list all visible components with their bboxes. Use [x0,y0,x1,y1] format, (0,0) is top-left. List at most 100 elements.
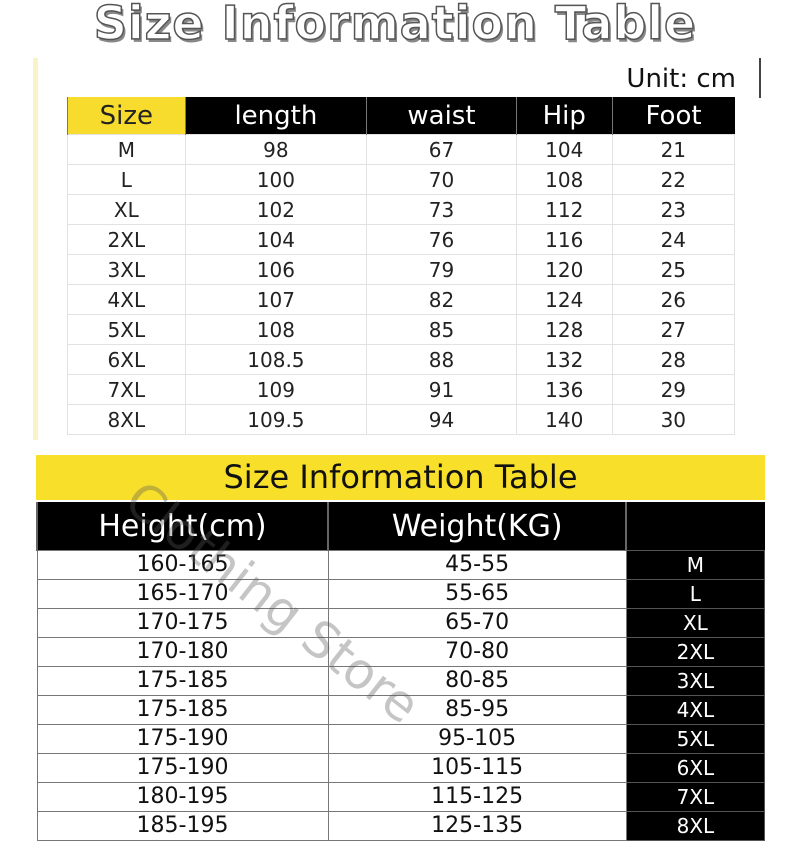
table-cell: 108 [515,164,613,195]
table-row: 4XL 107 82 124 26 [67,284,736,315]
table-cell: 170-180 [36,637,329,667]
table-cell: 80-85 [327,666,627,696]
table-cell: 109.5 [184,404,368,435]
table-row: 170-180 70-80 2XL [36,637,766,667]
size-cell: 8XL [625,811,766,841]
table-row: 6XL 108.5 88 132 28 [67,344,736,375]
table-cell: M [67,134,186,165]
size-cell: 4XL [625,695,766,725]
column-header: Hip [515,97,613,135]
column-header [625,502,765,551]
size-cell: 6XL [625,753,766,783]
table-cell: 7XL [67,374,186,405]
table-cell: 132 [515,344,613,375]
column-header: Size [67,97,186,135]
column-header: Height(cm) [36,502,328,551]
table-cell: 175-185 [36,666,329,696]
table-row: 170-175 65-70 XL [36,608,766,638]
height-weight-table: Height(cm) Weight(KG) 160-165 45-55 M 165-17… [36,502,766,841]
table-row: 8XL 109.5 94 140 30 [67,404,736,435]
table-cell: 175-190 [36,724,329,754]
table-cell: 128 [515,314,613,345]
column-header: waist [366,97,517,135]
table-cell: 91 [366,374,517,405]
table-cell: 82 [366,284,517,315]
table-cell: 104 [184,224,368,255]
table-cell: 55-65 [327,579,627,609]
table-cell: 67 [366,134,517,165]
table-row: 7XL 109 91 136 29 [67,374,736,405]
column-header: Weight(KG) [326,502,627,551]
table-cell: 65-70 [327,608,627,638]
table-cell: 125-135 [327,811,627,841]
table-row: 3XL 106 79 120 25 [67,254,736,285]
table-row: 165-170 55-65 L [36,579,766,609]
divider [759,58,761,98]
decorative-strip [33,58,38,440]
table-cell: 8XL [67,404,186,435]
table-cell: 30 [611,404,736,435]
table-cell: 88 [366,344,517,375]
table-cell: XL [67,194,186,225]
table-cell: 180-195 [36,782,329,812]
table-cell: L [67,164,186,195]
table-cell: 115-125 [327,782,627,812]
table-cell: 85 [366,314,517,345]
table-cell: 79 [366,254,517,285]
table-cell: 100 [184,164,368,195]
table-row: 160-165 45-55 M [36,550,766,580]
table-cell: 112 [515,194,613,225]
table-cell: 94 [366,404,517,435]
table-cell: 23 [611,194,736,225]
table-cell: 73 [366,194,517,225]
size-cell: 5XL [625,724,766,754]
table-cell: 108 [184,314,368,345]
table-cell: 28 [611,344,736,375]
table-cell: 25 [611,254,736,285]
table-cell: 95-105 [327,724,627,754]
size-cell: L [625,579,766,609]
table-cell: 116 [515,224,613,255]
unit-label: Unit: cm [626,64,736,94]
table-row: M 98 67 104 21 [67,134,736,165]
column-header: Foot [611,97,735,135]
table-row: 5XL 108 85 128 27 [67,314,736,345]
table-cell: 102 [184,194,368,225]
table-cell: 70 [366,164,517,195]
table-cell: 76 [366,224,517,255]
table-cell: 70-80 [327,637,627,667]
size-cell: 3XL [625,666,766,696]
table-cell: 3XL [67,254,186,285]
size-cell: XL [625,608,766,638]
table-cell: 124 [515,284,613,315]
section-banner: Size Information Table [36,455,765,500]
table-row: XL 102 73 112 23 [67,194,736,225]
table-cell: 185-195 [36,811,329,841]
table-cell: 136 [515,374,613,405]
table-cell: 29 [611,374,736,405]
table-cell: 21 [611,134,736,165]
table-cell: 108.5 [184,344,368,375]
table-cell: 45-55 [327,550,627,580]
table-cell: 26 [611,284,736,315]
table-cell: 2XL [67,224,186,255]
table-row: 2XL 104 76 116 24 [67,224,736,255]
table-row: 175-185 85-95 4XL [36,695,766,725]
table-row: 185-195 125-135 8XL [36,811,766,841]
table-cell: 160-165 [36,550,329,580]
table-row: 180-195 115-125 7XL [36,782,766,812]
table-cell: 140 [515,404,613,435]
table-cell: 5XL [67,314,186,345]
table-cell: 165-170 [36,579,329,609]
table-cell: 105-115 [327,753,627,783]
size-measurement-table: Size length waist Hip Foot M 98 67 104 21 L 100 70 1… [67,97,736,435]
table-cell: 170-175 [36,608,329,638]
table-cell: 107 [184,284,368,315]
size-cell: M [625,550,766,580]
table-cell: 120 [515,254,613,285]
table-cell: 24 [611,224,736,255]
table-cell: 104 [515,134,613,165]
table-cell: 85-95 [327,695,627,725]
size-cell: 2XL [625,637,766,667]
column-header: length [184,97,367,135]
